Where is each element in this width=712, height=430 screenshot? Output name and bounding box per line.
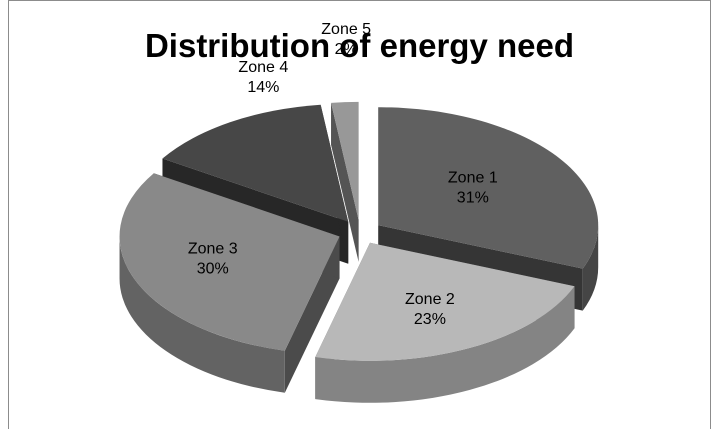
pie-slice-zone-2	[315, 242, 575, 403]
slice-label-zone-4: Zone 4	[238, 59, 288, 76]
slice-label-zone-1: Zone 1	[448, 170, 498, 187]
pie-slice-outer-wall	[582, 225, 599, 311]
pie-slice-outer-wall	[119, 236, 285, 393]
slice-label-zone-5: Zone 5	[321, 21, 371, 38]
pie-slice-side-wall	[284, 236, 340, 393]
pie-slice-top	[162, 104, 349, 222]
slice-label-zone-3: Zone 3	[188, 240, 238, 257]
slice-value-label-zone-5: 2%	[335, 41, 358, 58]
pie-slice-outer-wall	[315, 286, 575, 403]
slice-value-label-zone-1: 31%	[457, 190, 489, 207]
slice-value-label-zone-3: 30%	[197, 260, 229, 277]
slice-value-label-zone-4: 14%	[247, 79, 279, 96]
slice-label-zone-2: Zone 2	[405, 291, 455, 308]
chart-title: Distribution of energy need	[144, 27, 575, 64]
pie-slice-side-wall	[331, 102, 359, 262]
pie-slice-zone-5	[331, 101, 359, 262]
pie-slice-top	[119, 173, 340, 351]
pie-slice-top	[378, 107, 599, 269]
pie-slice-top	[331, 101, 359, 220]
pie-slice-top	[315, 242, 575, 361]
pie-labels: Zone 1 31% Zone 2 23% Zone 3 30% Zone 4 14% Zone…	[188, 21, 498, 328]
chart-frame	[8, 0, 711, 429]
pie-slices	[119, 101, 599, 403]
pie-slice-zone-3	[119, 173, 340, 393]
slice-value-label-zone-2: 23%	[414, 311, 446, 328]
